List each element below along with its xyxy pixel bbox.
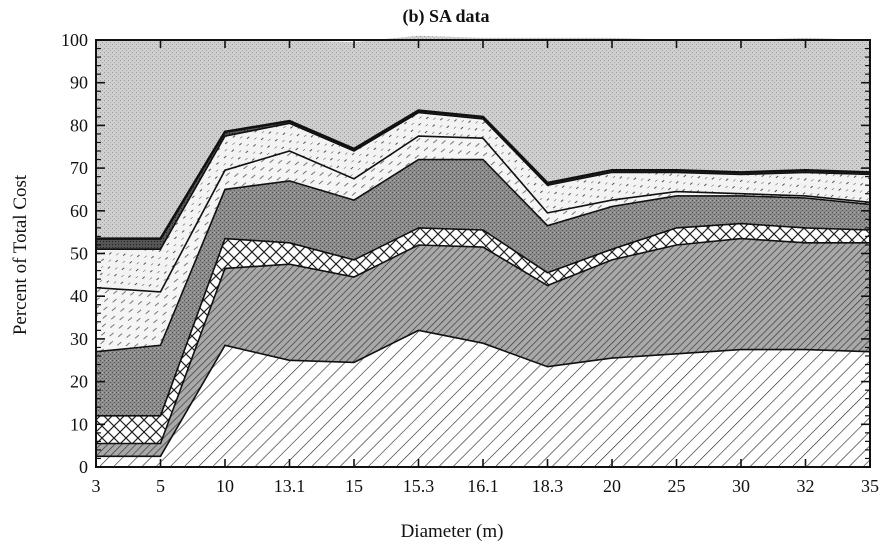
x-tick-label: 13.1: [274, 476, 306, 496]
x-tick-label: 5: [156, 476, 165, 496]
x-tick-label: 32: [797, 476, 815, 496]
x-axis-title: Diameter (m): [401, 521, 504, 542]
area-series-8: [96, 35, 870, 239]
y-axis-title: Percent of Total Cost: [10, 174, 31, 335]
area-series-1: [96, 330, 870, 467]
x-tick-label: 35: [861, 476, 879, 496]
stacked-areas: [96, 35, 870, 467]
y-axis: 0 10 20 30 40 50 60 70 80 90 100: [61, 30, 870, 477]
boundary-line-7: [96, 109, 871, 240]
x-axis: 3 5 10 13.1 15 15.3 16.1 18.3 20 25 30 32 35: [92, 40, 879, 496]
y-tick-label: 40: [70, 286, 88, 306]
x-tick-label: 16.1: [467, 476, 499, 496]
x-tick-label: 18.3: [532, 476, 564, 496]
y-tick-label: 100: [61, 30, 88, 50]
x-tick-label: 15.3: [403, 476, 435, 496]
x-tick-label: 3: [92, 476, 101, 496]
y-tick-label: 50: [70, 244, 88, 264]
x-tick-label: 30: [732, 476, 750, 496]
boundary-line-6: [96, 111, 871, 250]
x-tick-label: 15: [345, 476, 363, 496]
x-tick-label: 10: [216, 476, 234, 496]
y-tick-label: 0: [79, 457, 88, 477]
boundary-line-2: [96, 237, 870, 445]
x-tick-label: 25: [668, 476, 686, 496]
area-series-4: [96, 159, 870, 416]
y-tick-label: 30: [70, 329, 88, 349]
y-tick-label: 80: [70, 115, 88, 135]
chart-title: (b) SA data: [402, 6, 489, 27]
y-tick-label: 60: [70, 201, 88, 221]
boundary-line-4: [95, 158, 871, 353]
y-tick-label: 10: [70, 414, 88, 434]
y-tick-label: 20: [70, 372, 88, 392]
x-tick-label: 20: [603, 476, 621, 496]
boundary-line-1: [96, 329, 871, 458]
boundary-line-5: [95, 135, 871, 293]
boundary-line-3: [96, 222, 871, 417]
y-tick-label: 70: [70, 158, 88, 178]
y-tick-label: 90: [70, 73, 88, 93]
area-boundaries: [95, 109, 871, 458]
area-series-2: [96, 238, 870, 457]
